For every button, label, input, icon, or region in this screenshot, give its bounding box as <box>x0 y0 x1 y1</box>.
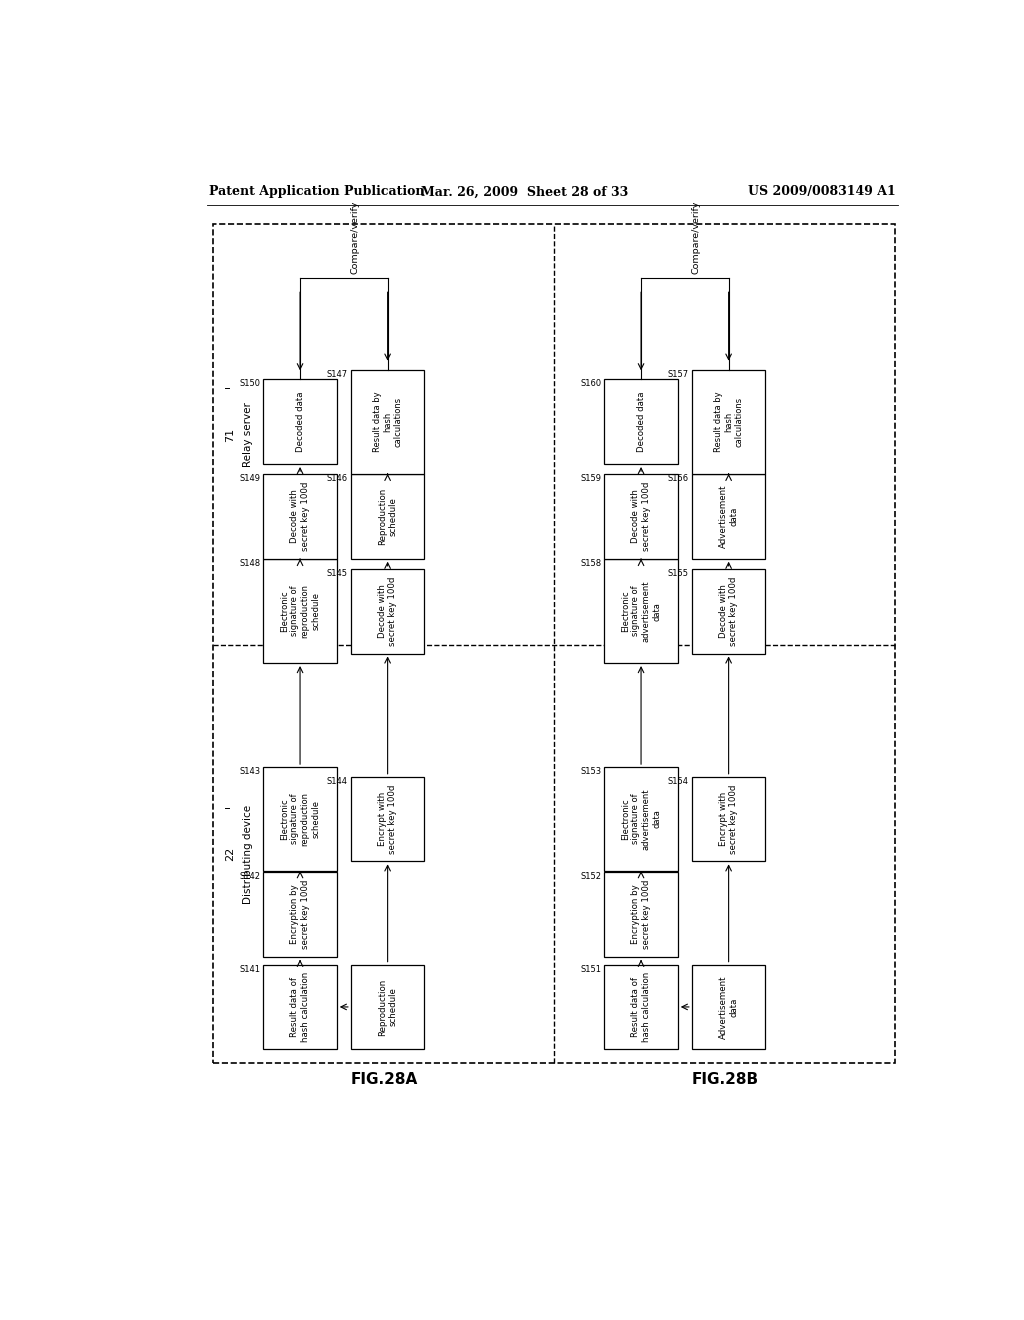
Text: S158: S158 <box>580 560 601 568</box>
Text: Encrypt with
secret key 100d: Encrypt with secret key 100d <box>719 784 738 854</box>
Text: FIG.28A: FIG.28A <box>350 1072 418 1088</box>
Text: Result data of
hash calculation: Result data of hash calculation <box>632 972 650 1041</box>
Text: S157: S157 <box>668 370 689 379</box>
Text: Decode with
secret key 100d: Decode with secret key 100d <box>378 577 397 645</box>
Text: Electronic
signature of
reproduction
schedule: Electronic signature of reproduction sch… <box>280 792 321 846</box>
Bar <box>351 370 424 474</box>
Text: Decoded data: Decoded data <box>637 392 645 451</box>
Text: S145: S145 <box>327 569 348 578</box>
Text: US 2009/0083149 A1: US 2009/0083149 A1 <box>748 185 895 198</box>
Bar <box>692 776 765 862</box>
Text: S159: S159 <box>581 474 601 483</box>
Text: Advertisement
data: Advertisement data <box>719 975 738 1039</box>
Bar <box>263 474 337 558</box>
Bar <box>604 767 678 871</box>
Text: S141: S141 <box>240 965 260 974</box>
Text: Relay server: Relay server <box>243 403 253 467</box>
Bar <box>692 370 765 474</box>
Text: S150: S150 <box>240 379 260 388</box>
Text: S151: S151 <box>581 965 601 974</box>
Text: 71: 71 <box>225 428 234 441</box>
Text: S160: S160 <box>580 379 601 388</box>
Bar <box>351 474 424 558</box>
Text: Reproduction
schedule: Reproduction schedule <box>378 978 397 1036</box>
Bar <box>692 474 765 558</box>
Bar <box>604 474 678 558</box>
Text: S142: S142 <box>240 873 260 882</box>
Text: 22: 22 <box>225 847 234 861</box>
Text: Distributing device: Distributing device <box>243 804 253 904</box>
Text: Result data by
hash
calculations: Result data by hash calculations <box>714 392 743 451</box>
Bar <box>692 965 765 1049</box>
Bar <box>604 965 678 1049</box>
Text: Compare/verify: Compare/verify <box>691 201 700 275</box>
Bar <box>351 776 424 862</box>
Text: Electronic
signature of
reproduction
schedule: Electronic signature of reproduction sch… <box>280 585 321 638</box>
Text: Compare/verify: Compare/verify <box>350 201 359 275</box>
Text: Result data of
hash calculation: Result data of hash calculation <box>291 972 309 1041</box>
Bar <box>604 873 678 957</box>
Text: S143: S143 <box>239 767 260 776</box>
Text: Decode with
secret key 100d: Decode with secret key 100d <box>291 482 309 552</box>
Bar <box>263 873 337 957</box>
Text: S149: S149 <box>240 474 260 483</box>
Text: Decode with
secret key 100d: Decode with secret key 100d <box>632 482 650 552</box>
Text: S152: S152 <box>581 873 601 882</box>
Text: S147: S147 <box>327 370 348 379</box>
Text: S156: S156 <box>668 474 689 483</box>
Text: Patent Application Publication: Patent Application Publication <box>209 185 425 198</box>
Text: S146: S146 <box>327 474 348 483</box>
Bar <box>692 569 765 653</box>
Text: Encryption by
secret key 100d: Encryption by secret key 100d <box>291 880 309 949</box>
Bar <box>351 965 424 1049</box>
Bar <box>604 379 678 465</box>
Text: Electronic
signature of
advertisement
data: Electronic signature of advertisement da… <box>621 788 662 850</box>
Text: Mar. 26, 2009  Sheet 28 of 33: Mar. 26, 2009 Sheet 28 of 33 <box>421 185 629 198</box>
Text: Encryption by
secret key 100d: Encryption by secret key 100d <box>632 880 650 949</box>
Text: S155: S155 <box>668 569 689 578</box>
Bar <box>263 767 337 871</box>
Bar <box>263 965 337 1049</box>
Text: FIG.28B: FIG.28B <box>691 1072 759 1088</box>
Text: S153: S153 <box>580 767 601 776</box>
Bar <box>263 560 337 663</box>
Text: S144: S144 <box>327 776 348 785</box>
Text: S148: S148 <box>239 560 260 568</box>
Text: Electronic
signature of
advertisement
data: Electronic signature of advertisement da… <box>621 581 662 642</box>
Bar <box>263 379 337 465</box>
Text: Decoded data: Decoded data <box>296 392 304 451</box>
Text: Decode with
secret key 100d: Decode with secret key 100d <box>719 577 738 645</box>
Bar <box>213 224 895 1063</box>
Text: Encrypt with
secret key 100d: Encrypt with secret key 100d <box>378 784 397 854</box>
Bar <box>351 569 424 653</box>
Text: Advertisement
data: Advertisement data <box>719 484 738 548</box>
Bar <box>604 560 678 663</box>
Text: S154: S154 <box>668 776 689 785</box>
Text: Reproduction
schedule: Reproduction schedule <box>378 488 397 545</box>
Text: Result data by
hash
calculations: Result data by hash calculations <box>373 392 402 451</box>
